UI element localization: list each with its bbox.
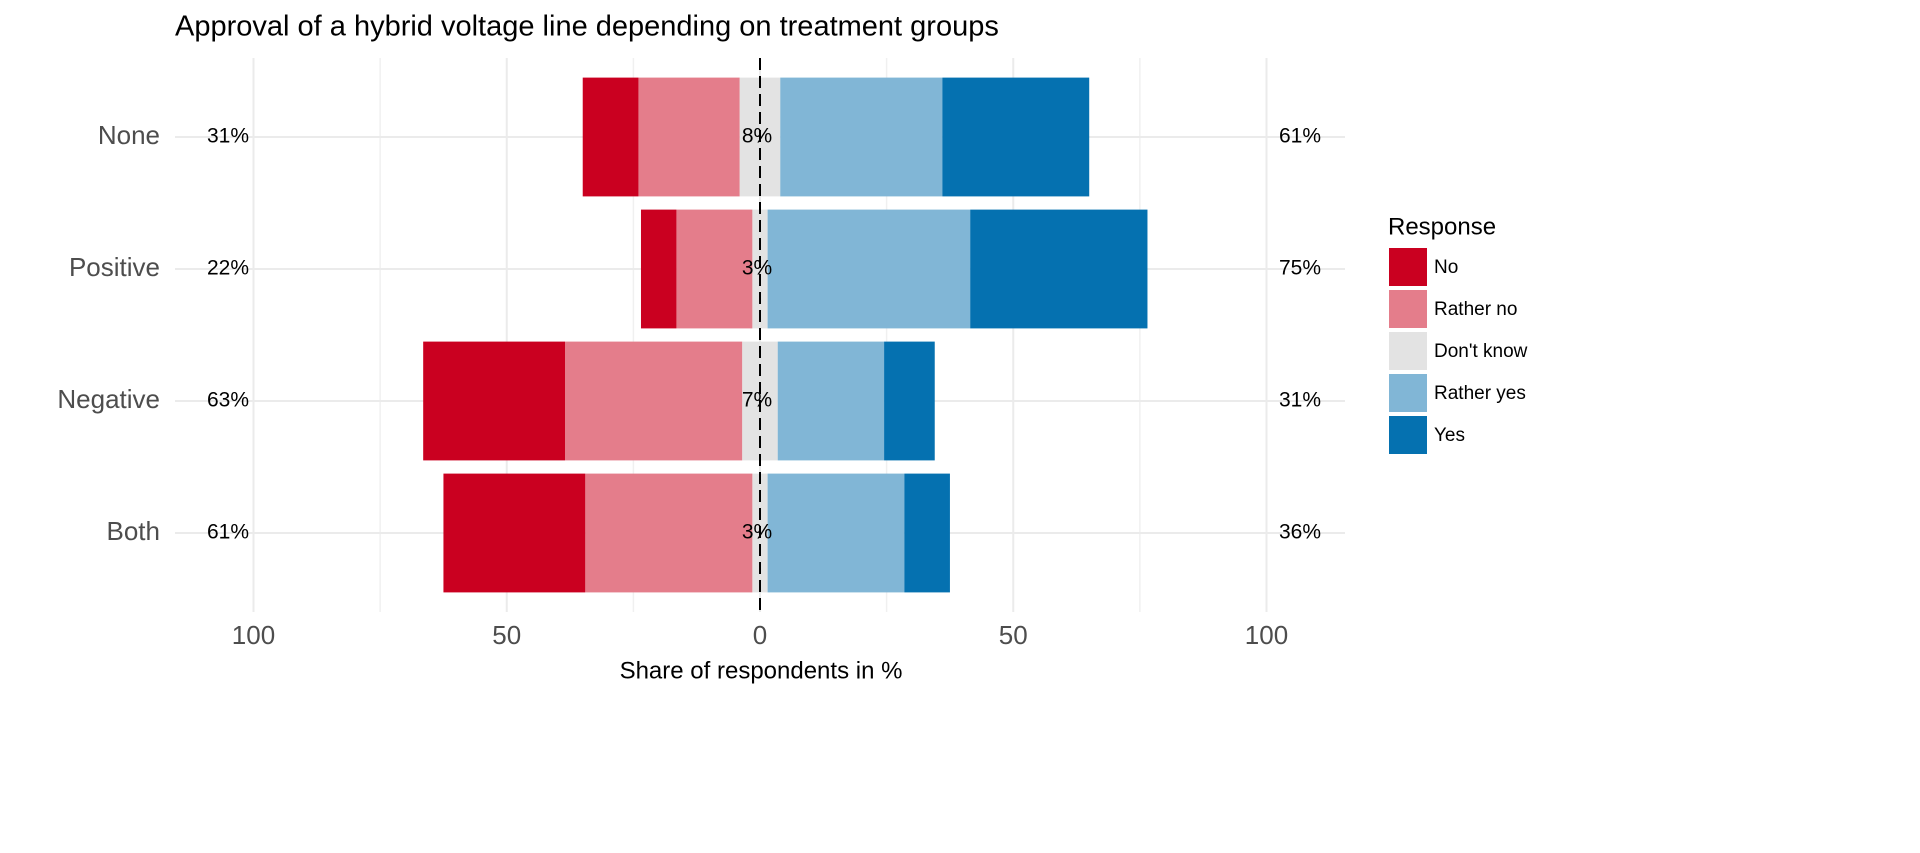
bar-segment [780, 77, 943, 197]
negative-total-label: 31% [207, 125, 249, 148]
legend-key [1387, 372, 1429, 414]
category-label: Positive [69, 252, 160, 282]
category-label: Both [107, 516, 161, 546]
bar-segment [767, 209, 971, 329]
x-axis-title: Share of respondents in % [620, 657, 903, 684]
positive-total-label: 75% [1279, 257, 1321, 280]
category-label: None [98, 120, 160, 150]
bar-segment [904, 473, 950, 593]
bar-segment [640, 209, 677, 329]
bar-segment [638, 77, 740, 197]
legend-label: Yes [1434, 425, 1465, 446]
bar-segment [582, 77, 639, 197]
bar-segment [777, 341, 885, 461]
legend-key [1387, 330, 1429, 372]
negative-total-label: 22% [207, 257, 249, 280]
legend-label: No [1434, 257, 1458, 278]
chart-title: Approval of a hybrid voltage line depend… [175, 11, 999, 43]
neutral-label: 3% [742, 521, 772, 544]
bar-segment [585, 473, 753, 593]
bar-segment [676, 209, 753, 329]
x-tick-label: 0 [753, 620, 767, 650]
legend-key [1387, 246, 1429, 288]
positive-total-label: 61% [1279, 125, 1321, 148]
positive-total-label: 31% [1279, 389, 1321, 412]
legend-title: Response [1388, 213, 1496, 240]
negative-total-label: 61% [207, 521, 249, 544]
neutral-label: 7% [742, 389, 772, 412]
negative-total-label: 63% [207, 389, 249, 412]
bar-segment [443, 473, 586, 593]
legend-label: Don't know [1434, 341, 1528, 362]
x-tick-label: 100 [232, 620, 275, 650]
bar-segment [884, 341, 935, 461]
neutral-label: 8% [742, 125, 772, 148]
bar-segment [752, 209, 768, 329]
legend-label: Rather yes [1434, 383, 1526, 404]
x-tick-label: 50 [999, 620, 1028, 650]
bar-segment [767, 473, 905, 593]
x-tick-label: 100 [1245, 620, 1288, 650]
bar-segment [423, 341, 565, 461]
bar-segment [565, 341, 743, 461]
category-label: Negative [57, 384, 160, 414]
bar-segment [942, 77, 1090, 197]
legend-key [1387, 288, 1429, 330]
positive-total-label: 36% [1279, 521, 1321, 544]
x-tick-label: 50 [492, 620, 521, 650]
bar-segment [970, 209, 1148, 329]
legend-label: Rather no [1434, 299, 1517, 320]
neutral-label: 3% [742, 257, 772, 280]
legend-key [1387, 414, 1429, 456]
